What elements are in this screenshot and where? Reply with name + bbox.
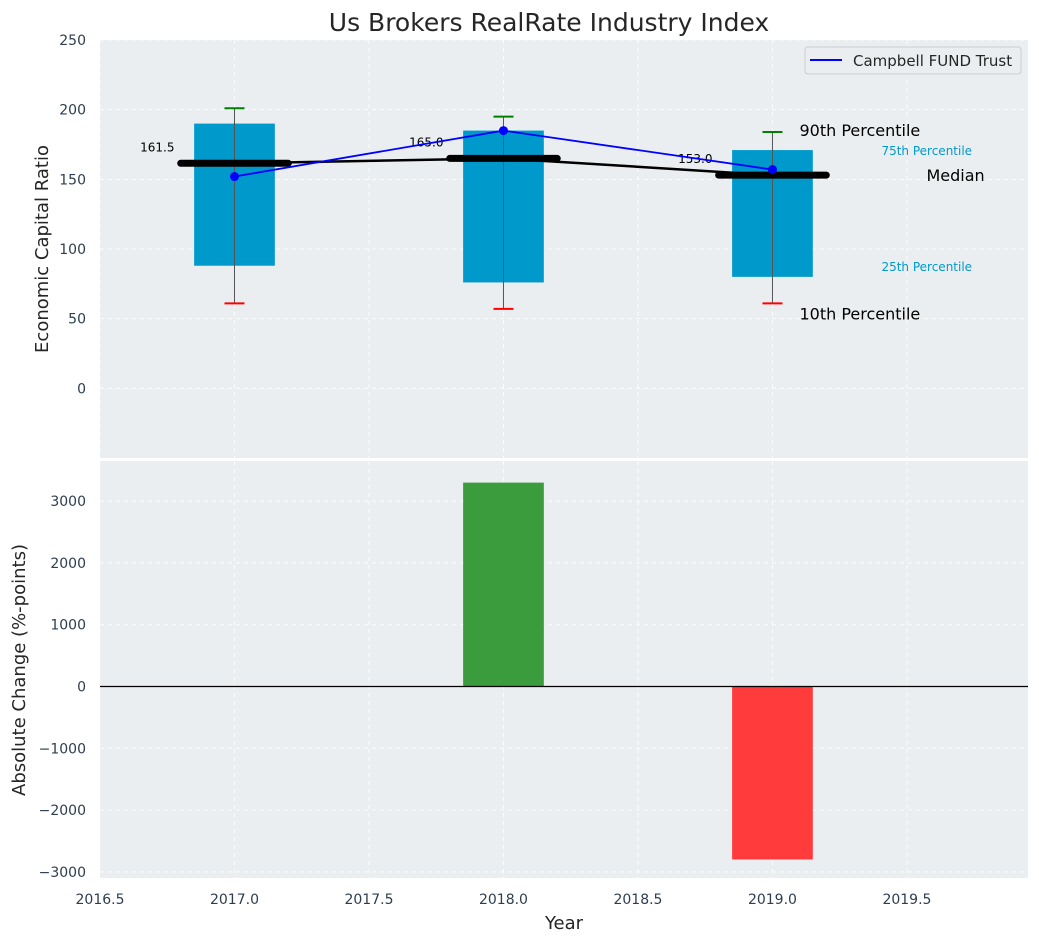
bottom-y-tick-label: 0 xyxy=(77,679,86,695)
legend-box xyxy=(804,46,1022,75)
series-point-campbell xyxy=(767,165,777,175)
x-ticks: 2016.5 2017.0 2017.5 2018.0 2018.5 2019.0 2019… xyxy=(76,892,932,908)
bottom-y-tick-label: 2000 xyxy=(50,556,86,572)
bottom-y-tick-label: 1000 xyxy=(50,618,86,634)
bottom-y-tick-label: −2000 xyxy=(39,803,86,819)
top-y-tick-label: 100 xyxy=(59,242,86,258)
x-tick-label: 2018.5 xyxy=(613,892,662,908)
bottom-y-tick-label: −3000 xyxy=(39,865,86,881)
annotation-p90: 90th Percentile xyxy=(799,121,920,140)
bottom-y-axis-label: Absolute Change (%-points) xyxy=(9,544,30,796)
bottom-y-ticks: −3000 −2000 −1000 0 1000 2000 3000 xyxy=(39,494,86,881)
annotation-p10: 10th Percentile xyxy=(799,304,920,323)
x-axis-label: Year xyxy=(544,913,584,934)
x-tick-label: 2018.0 xyxy=(479,892,528,908)
x-tick-label: 2019.5 xyxy=(882,892,931,908)
x-tick-label: 2016.5 xyxy=(76,892,125,908)
bottom-panel: −3000 −2000 −1000 0 1000 2000 3000 2016.5 2017.… xyxy=(9,461,1028,934)
annotation-p25: 25th Percentile xyxy=(881,260,972,274)
bottom-marks xyxy=(100,482,1028,860)
top-y-tick-label: 0 xyxy=(77,381,86,397)
series-point-campbell xyxy=(229,172,239,182)
top-y-tick-label: 250 xyxy=(59,33,86,49)
x-tick-label: 2017.0 xyxy=(210,892,259,908)
annotation-median: Median xyxy=(926,166,984,185)
top-y-tick-label: 150 xyxy=(59,172,86,188)
median-value-label: 161.5 xyxy=(140,140,174,154)
series-point-campbell xyxy=(498,126,508,136)
legend: Campbell FUND Trust xyxy=(804,46,1022,75)
bottom-plot-area xyxy=(100,461,1028,878)
legend-label: Campbell FUND Trust xyxy=(853,52,1012,70)
top-y-ticks: 0 50 100 150 200 250 xyxy=(59,33,86,397)
annotation-p75: 75th Percentile xyxy=(881,144,972,158)
top-y-tick-label: 50 xyxy=(68,312,86,328)
change-bar xyxy=(463,482,544,687)
x-tick-label: 2017.5 xyxy=(344,892,393,908)
bottom-y-tick-label: 3000 xyxy=(50,494,86,510)
percentile-annotations: 90th Percentile 75th Percentile Median 25th… xyxy=(799,121,984,323)
x-tick-label: 2019.0 xyxy=(748,892,797,908)
top-y-axis-label: Economic Capital Ratio xyxy=(32,145,53,353)
change-bar xyxy=(732,686,813,860)
bottom-y-tick-label: −1000 xyxy=(39,741,86,757)
top-y-tick-label: 200 xyxy=(59,103,86,119)
chart-title: Us Brokers RealRate Industry Index xyxy=(329,8,769,37)
